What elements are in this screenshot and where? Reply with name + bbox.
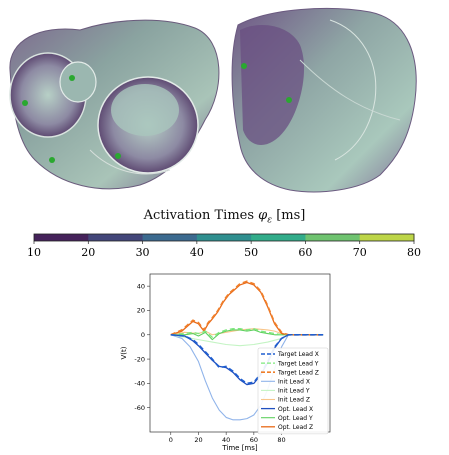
legend-entry: Init Lead Y (278, 388, 310, 395)
series-line (170, 328, 324, 338)
y-tick-label: 0 (141, 331, 145, 339)
heart-lateral-view (231, 7, 417, 193)
legend-entry: Init Lead Z (278, 397, 310, 404)
colorbar-title-text: Activation Times (143, 208, 259, 223)
colorbar-segments (34, 234, 415, 241)
colorbar-segment (88, 234, 144, 241)
colorbar-tick-label: 60 (298, 246, 312, 259)
colorbar-segment (251, 234, 306, 241)
colorbar-tick-label: 40 (190, 246, 204, 259)
colorbar-segment (34, 234, 89, 241)
legend-box (257, 347, 329, 435)
plot-legend: Target Lead X Target Lead Y Target Lead Z I… (257, 347, 329, 435)
colorbar: 10 20 30 40 50 60 70 80 (27, 233, 421, 259)
x-tick-label: 40 (222, 436, 230, 444)
colorbar-tick-label: 30 (136, 246, 150, 259)
colorbar-title-symbol: φ (258, 208, 268, 223)
x-tick-label: 20 (194, 436, 202, 444)
colorbar-segment (196, 234, 252, 241)
legend-entry: Target Lead X (277, 351, 319, 358)
colorbar-tick-label: 20 (81, 246, 95, 259)
y-tick-label: -20 (134, 355, 145, 363)
series-line (170, 280, 324, 336)
heart-renderings (9, 7, 417, 193)
x-tick-label: 60 (250, 436, 258, 444)
colorbar-ticks: 10 20 30 40 50 60 70 80 (27, 241, 421, 259)
colorbar-segment (359, 234, 415, 241)
plot-series (170, 280, 324, 421)
colorbar-segment (142, 234, 198, 241)
colorbar-segment (305, 234, 361, 241)
y-tick-label: -60 (134, 404, 145, 412)
y-axis-label: V(t) (120, 346, 128, 359)
x-axis-label: Time [ms] (221, 444, 258, 452)
x-tick-label: 80 (277, 436, 285, 444)
colorbar-title-subscript: ε (267, 215, 273, 226)
legend-entry: Target Lead Z (277, 369, 319, 376)
legend-entry: Opt. Lead Y (278, 415, 313, 422)
colorbar-tick-label: 80 (407, 246, 421, 259)
y-tick-label: -40 (134, 380, 145, 388)
heart-base-view (9, 19, 220, 190)
colorbar-title: Activation Times φε [ms] (0, 208, 449, 226)
legend-entry: Target Lead Y (277, 360, 319, 367)
colorbar-tick-label: 50 (244, 246, 258, 259)
plot-axes: 0 20 40 60 80 -60 -40 -20 0 20 40 (134, 282, 285, 444)
legend-entry: Opt. Lead X (278, 406, 313, 413)
colorbar-tick-label: 70 (353, 246, 367, 259)
lead-plot: 0 20 40 60 80 -60 -40 -20 0 20 40 Time [ms] V(t) T… (120, 273, 331, 452)
legend-entry: Opt. Lead Z (278, 424, 313, 431)
x-tick-label: 0 (169, 436, 173, 444)
series-line (170, 329, 324, 341)
colorbar-tick-label: 10 (27, 246, 41, 259)
colorbar-title-unit: [ms] (272, 208, 306, 223)
y-tick-label: 40 (137, 282, 145, 290)
legend-entry: Init Lead X (278, 379, 310, 386)
colorbar-frame (33, 233, 415, 242)
series-line (170, 333, 324, 385)
y-tick-label: 20 (137, 307, 145, 315)
